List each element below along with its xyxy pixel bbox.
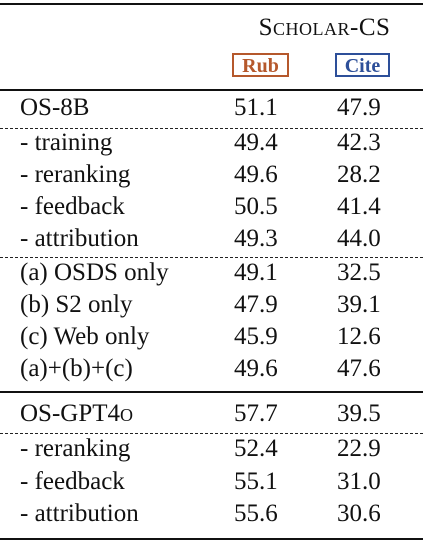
table-row: - attribution 49.3 44.0	[0, 223, 423, 255]
rub-score: 49.1	[234, 259, 278, 286]
cite-score: 30.6	[337, 500, 381, 527]
row-label: OS-8B	[20, 94, 90, 121]
cite-score: 39.1	[337, 291, 381, 318]
table-row: (b) S2 only 47.9 39.1	[0, 289, 423, 321]
row-label: (c) Web only	[20, 323, 150, 350]
dashed-separator	[0, 128, 423, 129]
cite-score: 47.6	[337, 355, 381, 382]
rub-score: 45.9	[234, 323, 278, 350]
rub-score: 49.3	[234, 225, 278, 252]
row-label: - reranking	[20, 161, 131, 188]
cite-score: 28.2	[337, 161, 381, 188]
cite-score: 44.0	[337, 225, 381, 252]
row-label: - training	[20, 129, 113, 156]
rub-score: 50.5	[234, 193, 278, 220]
rub-score: 49.6	[234, 355, 278, 382]
dashed-separator	[0, 257, 423, 258]
table-row: - attribution 55.6 30.6	[0, 498, 423, 530]
row-label: - feedback	[20, 468, 125, 495]
table-row: (a)+(b)+(c) 49.6 47.6	[0, 353, 423, 385]
row-label: (b) S2 only	[20, 291, 133, 318]
rub-score: 47.9	[234, 291, 278, 318]
row-label: - attribution	[20, 500, 139, 527]
row-label: - attribution	[20, 225, 139, 252]
table-row: - training 49.4 42.3	[0, 127, 423, 159]
row-label: OS-GPT4o	[20, 400, 134, 427]
table-row: OS-8B 51.1 47.9	[0, 92, 423, 124]
rub-score: 55.1	[234, 468, 278, 495]
cite-metric-badge: Cite	[335, 53, 390, 77]
top-rule	[0, 3, 423, 5]
rub-score: 55.6	[234, 500, 278, 527]
row-label: (a) OSDS only	[20, 259, 169, 286]
row-label: - feedback	[20, 193, 125, 220]
row-label: - reranking	[20, 435, 131, 462]
dataset-header: Scholar-CS	[258, 14, 391, 41]
cite-score: 32.5	[337, 259, 381, 286]
cite-score: 47.9	[337, 94, 381, 121]
row-label: (a)+(b)+(c)	[20, 355, 133, 382]
header-rule	[0, 89, 423, 91]
cite-score: 12.6	[337, 323, 381, 350]
bottom-rule	[0, 538, 423, 540]
cite-score: 31.0	[337, 468, 381, 495]
cite-score: 42.3	[337, 129, 381, 156]
rub-metric-badge: Rub	[232, 53, 289, 77]
table-row: - reranking 49.6 28.2	[0, 159, 423, 191]
cite-score: 41.4	[337, 193, 381, 220]
rub-score: 49.6	[234, 161, 278, 188]
dashed-separator	[0, 433, 423, 434]
cite-score: 39.5	[337, 400, 381, 427]
rub-score: 49.4	[234, 129, 278, 156]
table-row: (c) Web only 45.9 12.6	[0, 321, 423, 353]
table-row: - feedback 50.5 41.4	[0, 191, 423, 223]
rub-score: 52.4	[234, 435, 278, 462]
group-rule	[0, 391, 423, 393]
table-row: - reranking 52.4 22.9	[0, 433, 423, 465]
cite-score: 22.9	[337, 435, 381, 462]
table-row: - feedback 55.1 31.0	[0, 466, 423, 498]
table-row: (a) OSDS only 49.1 32.5	[0, 257, 423, 289]
table-row: OS-GPT4o 57.7 39.5	[0, 398, 423, 430]
rub-score: 57.7	[234, 400, 278, 427]
rub-score: 51.1	[234, 94, 278, 121]
